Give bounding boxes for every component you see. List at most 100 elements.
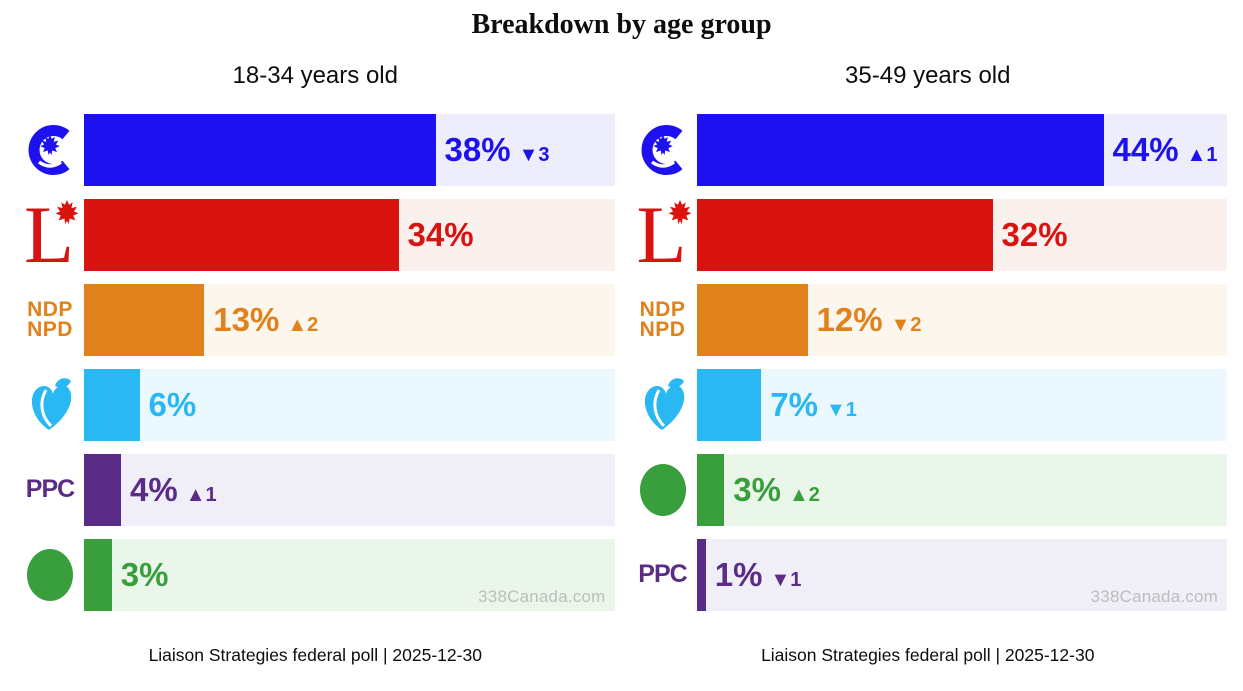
ppc-wordmark: PPC — [638, 560, 687, 589]
poll-value: 34% — [408, 216, 474, 254]
bloc-quebecois-party-logo — [16, 369, 84, 441]
bar-rows: 44% ▲1 L 32% NDP NPD — [629, 113, 1227, 611]
poll-change: ▲2 — [287, 313, 319, 336]
poll-value: 1% ▼1 — [715, 556, 802, 594]
poll-percent: 7% — [770, 385, 818, 423]
ndp-party-logo: NDP NPD — [629, 284, 697, 356]
poll-bar — [696, 198, 993, 271]
maple-leaf-icon — [668, 199, 691, 224]
party-row: PPC 4% ▲1 — [16, 453, 615, 526]
panel-18-34: 18-34 years old 38% ▼3 L — [16, 42, 615, 666]
watermark: 338Canada.com — [1090, 586, 1218, 606]
bar-track: 13% ▲2 — [84, 283, 615, 356]
maple-leaf-icon — [55, 199, 79, 224]
chart-title: Breakdown by age group — [471, 9, 772, 40]
poll-bar — [84, 198, 399, 271]
poll-bar — [696, 113, 1104, 186]
conservative-party-logo — [16, 114, 84, 186]
liberal-party-logo: L — [16, 193, 84, 275]
panel-footer: Liaison Strategies federal poll | 2025-1… — [761, 644, 1095, 665]
poll-value: 6% — [149, 386, 197, 424]
bar-track: 3% ▲2 — [696, 453, 1227, 526]
poll-percent: 34% — [407, 215, 474, 253]
poll-percent: 4% — [130, 470, 178, 508]
poll-percent: 38% — [444, 130, 511, 168]
poll-percent: 44% — [1112, 130, 1179, 168]
bar-track: 1% ▼1 338Canada.com — [696, 538, 1227, 611]
poll-change: ▼1 — [770, 568, 802, 591]
bar-track: 34% — [84, 198, 615, 271]
bar-track: 7% ▼1 — [696, 368, 1227, 441]
poll-chart: Breakdown by age group 18-34 years old 3… — [0, 9, 1243, 666]
green-party-logo — [629, 454, 697, 526]
poll-value: 32% — [1002, 216, 1068, 254]
poll-percent: 3% — [733, 470, 781, 508]
poll-percent: 3% — [120, 555, 169, 593]
poll-change: ▼1 — [826, 398, 857, 421]
party-row: PPC 1% ▼1 338Canada.com — [629, 538, 1227, 611]
poll-change: ▼3 — [518, 143, 550, 166]
poll-percent: 32% — [1001, 215, 1068, 253]
poll-change: ▲1 — [1186, 143, 1218, 166]
conservative-party-logo — [629, 114, 697, 186]
liberal-party-logo: L — [629, 193, 697, 275]
poll-change: ▲1 — [185, 483, 217, 506]
green-circle-icon — [639, 463, 686, 516]
maple-leaf-icon — [28, 124, 70, 175]
ndp-party-logo: NDP NPD — [16, 284, 84, 356]
poll-value: 3% ▲2 — [733, 471, 820, 509]
party-row: NDP NPD 12% ▼2 — [629, 283, 1227, 356]
watermark: 338Canada.com — [478, 586, 606, 606]
panel-footer: Liaison Strategies federal poll | 2025-1… — [148, 644, 482, 665]
poll-change: ▼2 — [890, 313, 922, 336]
ppc-party-logo: PPC — [16, 454, 84, 526]
green-party-logo — [16, 539, 84, 611]
bar-track: 38% ▼3 — [84, 113, 615, 186]
bar-rows: 38% ▼3 L 34% NDP NPD — [16, 113, 615, 611]
poll-change: ▲2 — [789, 483, 820, 506]
poll-bar — [84, 283, 205, 356]
party-row: L 34% — [16, 193, 615, 275]
ppc-wordmark: PPC — [25, 475, 75, 504]
poll-bar — [84, 538, 112, 611]
green-circle-icon — [27, 548, 73, 601]
poll-bar — [84, 368, 140, 441]
poll-percent: 6% — [148, 385, 197, 423]
heart-leaf-icon — [644, 377, 684, 430]
party-row: NDP NPD 13% ▲2 — [16, 283, 615, 356]
party-row: L 32% — [629, 193, 1227, 275]
party-row: 44% ▲1 — [629, 113, 1227, 186]
poll-bar — [696, 368, 762, 441]
bar-track: 6% — [84, 368, 615, 441]
bar-track: 44% ▲1 — [696, 113, 1227, 186]
poll-value: 12% ▼2 — [817, 301, 922, 339]
poll-value: 4% ▲1 — [130, 471, 217, 509]
poll-percent: 12% — [816, 300, 883, 338]
party-row: 6% — [16, 368, 615, 441]
poll-value: 13% ▲2 — [213, 301, 318, 339]
party-row: 38% ▼3 — [16, 113, 615, 186]
bloc-quebecois-party-logo — [629, 369, 697, 441]
poll-value: 7% ▼1 — [770, 386, 857, 424]
party-row: 3% ▲2 — [629, 453, 1227, 526]
party-row: 3% 338Canada.com — [16, 538, 615, 611]
bar-track: 3% 338Canada.com — [84, 538, 615, 611]
poll-value: 38% ▼3 — [445, 131, 550, 169]
poll-percent: 1% — [714, 555, 763, 593]
poll-percent: 13% — [213, 300, 280, 338]
poll-bar — [84, 113, 436, 186]
panel-subtitle: 18-34 years old — [232, 61, 398, 89]
ndp-wordmark: NDP NPD — [639, 298, 686, 341]
poll-bar — [696, 538, 706, 611]
party-row: 7% ▼1 — [629, 368, 1227, 441]
poll-bar — [696, 283, 808, 356]
poll-bar — [696, 453, 725, 526]
bar-track: 32% — [696, 198, 1227, 271]
poll-value: 3% — [121, 556, 169, 594]
heart-leaf-icon — [31, 377, 72, 430]
panel-subtitle: 35-49 years old — [845, 61, 1011, 89]
poll-value: 44% ▲1 — [1113, 131, 1218, 169]
panel-35-49: 35-49 years old 44% ▲1 L — [629, 42, 1227, 666]
panels: 18-34 years old 38% ▼3 L — [0, 42, 1243, 666]
bar-track: 4% ▲1 — [84, 453, 615, 526]
